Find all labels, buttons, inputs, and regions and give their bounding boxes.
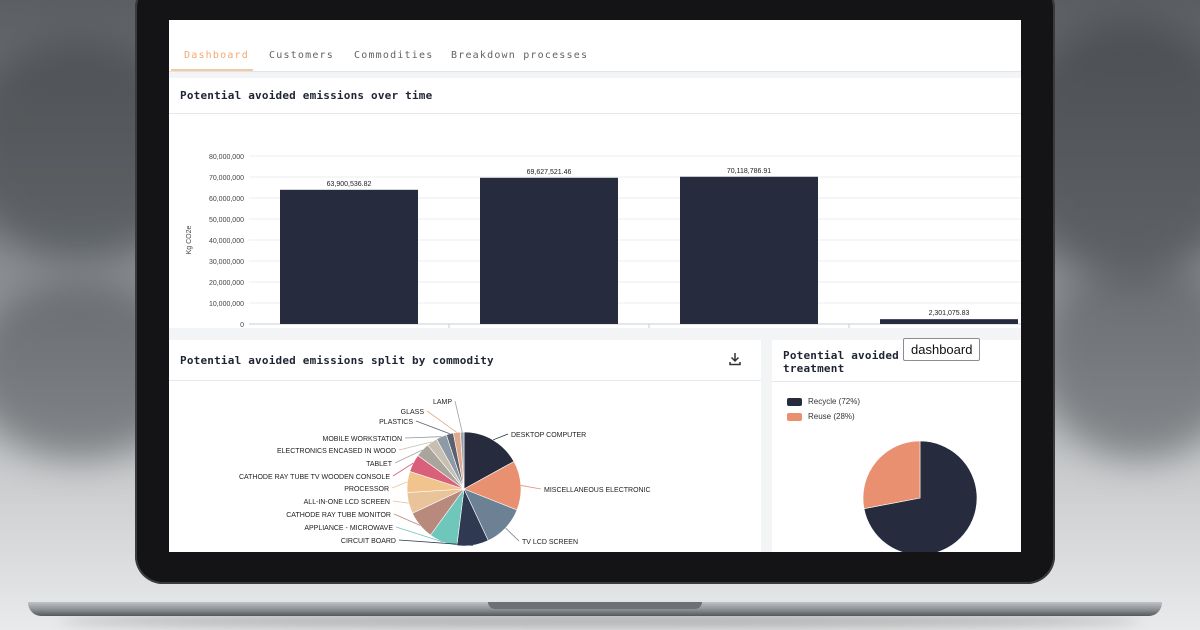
pie-label: TV LCD SCREEN (522, 539, 578, 546)
card-divider (169, 113, 1021, 114)
pie-leader-line (392, 500, 409, 504)
tooltip: dashboard (903, 338, 981, 361)
pie-label: CATHODE RAY TUBE TV WOODEN CONSOLE (239, 474, 390, 481)
y-tick-label: 0 (240, 322, 244, 328)
pie-label: PROCESSOR (344, 486, 389, 493)
pie-label: DESKTOP COMPUTER (511, 432, 586, 439)
pie-label: APPLIANCE - MICROWAVE (304, 525, 393, 532)
card-divider (169, 380, 761, 381)
pie-label: MISCELLANEOUS ELECTRONIC (544, 487, 651, 494)
card-divider (772, 381, 1021, 382)
pie-label: LAMP (433, 399, 452, 406)
app-screen: Dashboard Customers Commodities Breakdow… (169, 20, 1021, 552)
pie-slice (463, 431, 515, 490)
laptop-shadow (60, 614, 1140, 628)
y-axis-label: Kg CO2e (186, 225, 193, 254)
y-tick-label: 30,000,000 (209, 259, 244, 266)
pie-leader-line (393, 513, 421, 526)
bar (880, 319, 1018, 324)
y-tick-label: 40,000,000 (209, 238, 244, 245)
pie-leader-line (395, 526, 444, 543)
pie-leader-line (404, 436, 442, 439)
bar-value-label: 69,627,521.46 (527, 169, 572, 176)
tab-customers[interactable]: Customers (269, 50, 334, 61)
pie-label: TABLET (366, 461, 393, 468)
treatment-pie-chart (862, 440, 978, 552)
y-tick-label: 10,000,000 (209, 301, 244, 308)
laptop-notch (488, 602, 702, 609)
pie-leader-line (392, 462, 414, 477)
bar-value-label: 63,900,536.82 (327, 181, 372, 188)
y-tick-label: 60,000,000 (209, 196, 244, 203)
bar-value-label: 2,301,075.83 (929, 310, 970, 317)
tab-commodities[interactable]: Commodities (354, 50, 434, 61)
bar-value-label: 70,118,786.91 (727, 168, 771, 175)
tab-dashboard[interactable]: Dashboard (184, 50, 249, 61)
pie-label: PLASTICS (379, 419, 413, 426)
pie-slice (863, 440, 978, 552)
legend-swatch (787, 397, 802, 406)
bar-chart: 80,000,000 70,000,000 60,000,000 50,000,000… (186, 154, 1021, 328)
y-tick-label: 80,000,000 (209, 154, 244, 161)
pie-leader-line (398, 441, 433, 451)
y-tick-label: 20,000,000 (209, 280, 244, 287)
pie-label: ELECTRONICS ENCASED IN WOOD (277, 448, 396, 455)
bar (280, 189, 418, 324)
laptop-base (28, 602, 1162, 616)
pie-leader-line (505, 527, 520, 542)
bar-chart-card: Potential avoided emissions over time 80… (169, 78, 1021, 328)
pie-leader-line (520, 485, 542, 490)
pie-leader-line (391, 481, 408, 489)
legend-label: Recycle (72%) (808, 397, 861, 406)
bar (680, 176, 818, 324)
commodity-pie-chart: DESKTOP COMPUTER MISCELLANEOUS ELECTRONIC… (239, 399, 651, 547)
y-tick-label: 50,000,000 (209, 217, 244, 224)
tab-breakdown-processes[interactable]: Breakdown processes (451, 50, 589, 61)
pie-leader-line (454, 400, 463, 433)
bar (480, 177, 618, 324)
active-tab-indicator (171, 69, 253, 71)
commodity-chart-card: Potential avoided emissions split by com… (169, 340, 761, 552)
legend-item-recycle[interactable]: Recycle (72%) (787, 397, 860, 406)
legend-item-reuse[interactable]: Reuse (28%) (787, 412, 855, 421)
background-mountain (1040, 260, 1200, 460)
tab-bar: Dashboard Customers Commodities Breakdow… (169, 20, 1021, 72)
download-icon[interactable] (728, 352, 742, 366)
treatment-chart-title-line2: treatment (783, 362, 845, 375)
pie-label: CATHODE RAY TUBE MONITOR (286, 512, 391, 519)
pie-slice (460, 431, 465, 490)
legend-label: Reuse (28%) (808, 412, 855, 421)
pie-label: GLASS (401, 409, 425, 416)
bar-chart-title: Potential avoided emissions over time (180, 89, 433, 102)
pie-label: MOBILE WORKSTATION (323, 436, 402, 443)
pie-label: ALL-IN-ONE LCD SCREEN (304, 499, 390, 506)
pie-leader-line (426, 410, 458, 433)
treatment-chart-card: Potential avoided em treatment Recycle (… (772, 340, 1021, 552)
pie-leader-line (398, 539, 473, 546)
pie-leader-line (394, 449, 423, 464)
y-tick-label: 70,000,000 (209, 175, 244, 182)
pie-leader-line (492, 433, 509, 441)
pie-label: CIRCUIT BOARD (341, 538, 396, 545)
legend-swatch (787, 412, 802, 421)
commodity-chart-title: Potential avoided emissions split by com… (180, 354, 494, 367)
treatment-chart-title: Potential avoided em (783, 349, 920, 362)
pie-leader-line (415, 420, 450, 435)
pie-slice (862, 440, 921, 510)
